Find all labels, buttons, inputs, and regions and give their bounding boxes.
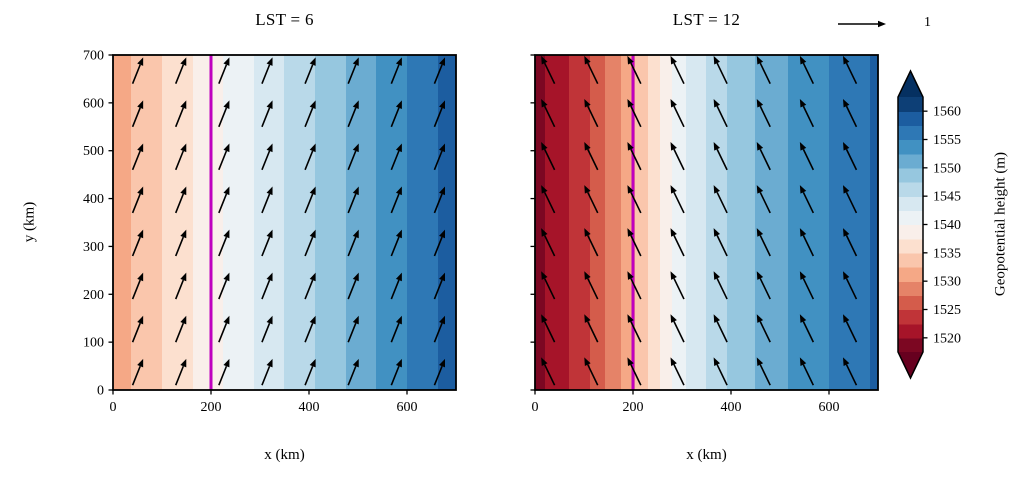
tick-label: 1560 [933,105,961,120]
colorbar-label: Geopotential height (m) [992,151,1009,297]
panel-title-lst12: LST = 12 [672,10,741,29]
tick-label: 700 [83,49,104,64]
tick-label: 600 [397,400,418,415]
tick-label: 400 [83,192,104,207]
tick-label: 1525 [933,303,961,318]
panel-lst6: 0 200 400 600 0 100 200 300 400 500 600 700 [83,49,457,416]
tick-label: 600 [819,400,840,415]
panel-title-lst6: LST = 6 [255,10,314,29]
colorbar-extend-max [898,71,923,97]
tick-label: 300 [83,240,104,255]
tick-label: 600 [83,96,104,111]
panel-lst12: 0 200 400 600 [530,54,879,415]
tick-label: 400 [721,400,742,415]
x-axis-label-left: x (km) [264,447,305,463]
axes-spines [534,54,879,391]
tick-label: 1520 [933,331,961,346]
colorbar: 1520 1525 1530 1535 1540 1545 1550 1555 1560 [897,69,961,380]
contour-bands [113,55,456,390]
tick-label: 100 [83,336,104,351]
tick-label: 200 [623,400,644,415]
axis-ticks: 0 200 400 600 0 100 200 300 400 500 600 700 [83,49,418,416]
tick-label: 1550 [933,161,961,176]
tick-label: 1555 [933,133,961,148]
colorbar-extend-min [898,352,923,378]
tick-label: 400 [299,400,320,415]
wind-quiver-arrows [131,57,445,386]
tick-label: 1540 [933,218,961,233]
axes-spines [112,54,457,391]
tick-label: 200 [201,400,222,415]
tick-label: 1535 [933,246,961,261]
tick-label: 0 [532,400,539,415]
tick-label: 200 [83,288,104,303]
quiver-key-label: 1 [924,15,931,30]
wind-quiver-arrows [541,55,858,386]
contour-bands [535,55,878,390]
x-axis-label-right: x (km) [686,447,727,463]
tick-label: 1545 [933,190,961,205]
tick-label: 500 [83,144,104,159]
quiver-key-arrow [838,20,886,28]
axis-ticks: 0 200 400 600 [530,54,840,415]
tick-label: 1530 [933,275,961,290]
tick-label: 0 [110,400,117,415]
tick-label: 0 [97,384,104,399]
y-axis-label: y (km) [21,201,38,243]
